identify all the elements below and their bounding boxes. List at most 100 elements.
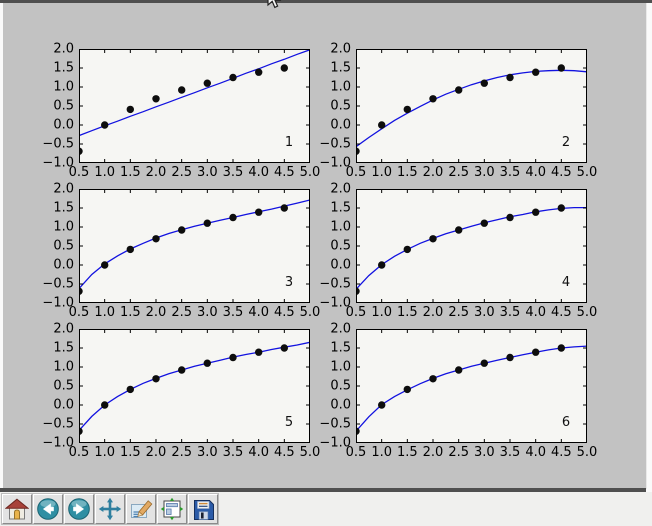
y-tick-label: 2.0: [53, 181, 74, 197]
data-point: [255, 68, 263, 76]
x-tick-label: 3.0: [196, 305, 218, 320]
x-tick-label: 3.0: [196, 165, 218, 180]
plot-area[interactable]: [79, 329, 310, 443]
subplot-number-label: 1: [284, 135, 294, 150]
x-tick-label: 0.5: [345, 305, 367, 320]
y-tick-label: 0.0: [330, 397, 351, 413]
data-point: [557, 64, 565, 72]
x-tick-label: 1.5: [396, 165, 418, 180]
navigation-toolbar: [0, 492, 652, 526]
y-tick-label: 0.5: [53, 238, 74, 254]
x-tick-label: 3.5: [222, 445, 244, 460]
y-tick-label: 2.0: [53, 321, 74, 337]
y-tick-label: −0.5: [319, 136, 351, 152]
plot-area[interactable]: [356, 329, 587, 443]
y-tick-label: 1.0: [330, 79, 351, 95]
x-tick-label: 4.5: [550, 305, 572, 320]
y-tick-label: 0.0: [53, 117, 74, 133]
data-point: [126, 105, 134, 114]
y-tick-label: 1.0: [53, 79, 74, 95]
x-tick-label: 2.5: [448, 305, 469, 320]
data-point: [429, 95, 437, 103]
plot-area[interactable]: [79, 49, 310, 163]
x-tick-label: 2.5: [448, 165, 469, 180]
data-point: [126, 245, 134, 254]
x-tick-label: 3.0: [473, 445, 495, 460]
subplot-number-label: 3: [284, 275, 294, 290]
figure-canvas[interactable]: 1 2 3 4 5 6 0.5 1.0 1.5 2.0 2.5 3.0 3.5 4.0 4.5 5…: [3, 3, 647, 489]
pan-button[interactable]: [95, 494, 125, 524]
fit-line: [356, 345, 587, 432]
x-tick-label: 5.0: [576, 165, 598, 180]
pan-arrows-icon: [98, 497, 122, 521]
data-point: [403, 245, 411, 254]
zoom-to-rect-button[interactable]: [126, 494, 156, 524]
y-tick-label: −1.0: [42, 295, 74, 311]
subplots-icon: [160, 497, 184, 521]
plot-area[interactable]: [79, 189, 310, 303]
y-tick-label: 1.5: [53, 340, 74, 356]
forward-button[interactable]: [64, 494, 94, 524]
plot-area[interactable]: [356, 49, 587, 163]
x-tick-label: 2.0: [422, 165, 444, 180]
canvas-toolbar-divider: [0, 488, 646, 492]
subplot-number-label: 2: [561, 135, 571, 150]
y-tick-label: −0.5: [319, 416, 351, 432]
x-tick-label: 3.5: [222, 165, 244, 180]
x-tick-label: 4.0: [248, 305, 269, 320]
data-point: [557, 204, 565, 212]
x-tick-label: 2.0: [145, 305, 167, 320]
subplot-6[interactable]: 6: [356, 329, 587, 443]
x-tick-label: 1.0: [371, 165, 392, 180]
y-tick-label: −0.5: [42, 416, 74, 432]
data-point: [532, 68, 540, 76]
fit-line: [79, 49, 310, 137]
x-tick-label: 1.5: [396, 305, 418, 320]
data-point: [152, 375, 160, 383]
plot-area[interactable]: [356, 189, 587, 303]
save-button[interactable]: [188, 494, 218, 524]
data-point: [229, 213, 237, 222]
x-tick-label: 0.5: [345, 445, 367, 460]
axes-spines: [356, 189, 587, 303]
x-tick-label: 3.5: [222, 305, 244, 320]
data-point: [178, 226, 186, 234]
data-point: [403, 385, 411, 394]
data-point: [152, 235, 160, 243]
y-tick-label: −1.0: [319, 155, 351, 171]
subplot-5[interactable]: 5: [79, 329, 310, 443]
data-point: [455, 86, 463, 94]
configure-subplots-button[interactable]: [157, 494, 187, 524]
y-tick-label: 2.0: [330, 181, 351, 197]
subplot-3[interactable]: 3: [79, 189, 310, 303]
subplot-4[interactable]: 4: [356, 189, 587, 303]
subplot-1[interactable]: 1: [79, 49, 310, 163]
home-button[interactable]: [2, 494, 32, 524]
x-tick-label: 3.0: [473, 305, 495, 320]
fit-line: [79, 341, 310, 431]
back-button[interactable]: [33, 494, 63, 524]
data-point: [532, 208, 540, 216]
data-point: [280, 64, 288, 72]
data-point: [178, 366, 186, 374]
fit-line: [356, 69, 587, 148]
y-tick-label: −1.0: [319, 435, 351, 451]
x-tick-label: 1.5: [119, 305, 141, 320]
y-tick-label: −0.5: [42, 276, 74, 292]
subplot-2[interactable]: 2: [356, 49, 587, 163]
data-point: [126, 385, 134, 394]
data-point: [178, 86, 186, 94]
data-point: [455, 226, 463, 234]
y-tick-label: 0.5: [53, 98, 74, 114]
fit-line: [356, 206, 587, 290]
home-icon: [5, 498, 29, 520]
y-tick-label: 0.0: [53, 397, 74, 413]
x-tick-label: 1.5: [396, 445, 418, 460]
x-tick-label: 3.5: [499, 445, 521, 460]
axes-spines: [79, 329, 310, 443]
y-tick-label: 1.5: [330, 340, 351, 356]
zoom-rect-pencil-icon: [131, 500, 153, 518]
window-top-edge: [0, 0, 652, 3]
data-point: [455, 366, 463, 374]
